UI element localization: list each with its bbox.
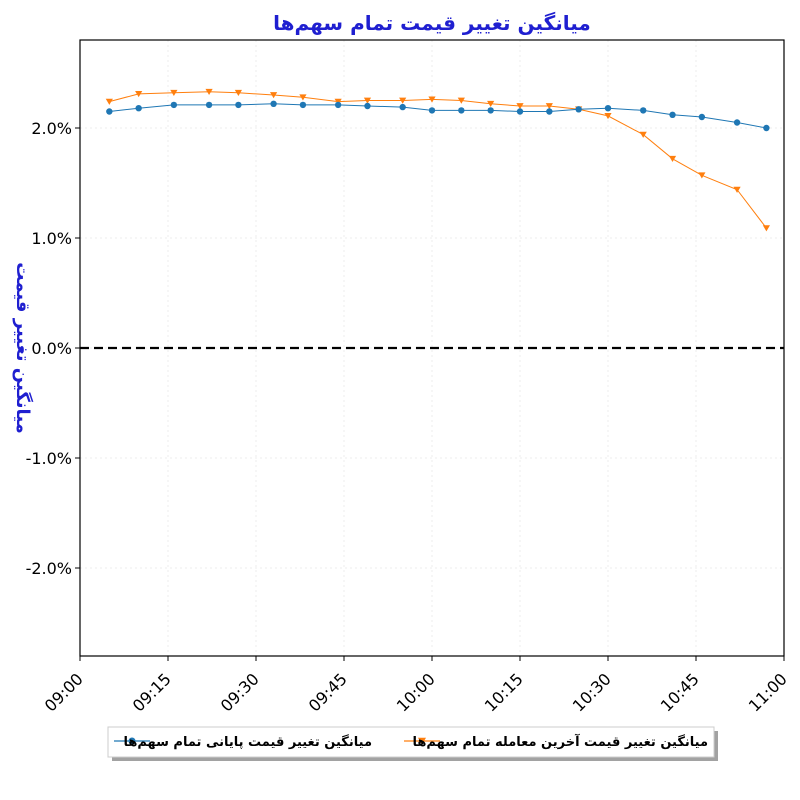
data-point	[106, 108, 113, 115]
data-point	[733, 186, 741, 193]
x-tick-label: 11:00	[745, 669, 791, 715]
data-point	[235, 101, 242, 109]
x-tick-label: 10:45	[657, 669, 703, 715]
y-axis: -2.0% -1.0% 0.0% 1.0% 2.0%	[26, 119, 80, 578]
x-tick-label: 10:00	[393, 669, 439, 715]
x-axis: 09:00 09:15 09:30 09:45 10:00 10:15 10:30 10:45…	[41, 656, 791, 715]
data-point	[487, 107, 494, 114]
data-point	[516, 103, 524, 110]
y-tick-label: -2.0%	[26, 559, 72, 578]
data-point	[457, 97, 465, 104]
data-point	[205, 101, 213, 109]
legend-label: میانگین تغییر قیمت آخرین معامله تمام سهم…	[412, 733, 708, 750]
data-point	[135, 105, 142, 112]
x-tick-label: 10:30	[569, 669, 615, 715]
series-closing-price	[106, 100, 770, 132]
legend: میانگین تغییر قیمت آخرین معامله تمام سهم…	[107, 726, 718, 761]
data-point	[763, 124, 770, 132]
data-point	[135, 91, 143, 98]
legend-label: میانگین تغییر قیمت پایانی تمام سهم‌ها	[123, 734, 372, 750]
data-point	[733, 119, 741, 126]
data-point	[668, 155, 677, 163]
y-axis-label: میانگین تغییر قیمت	[12, 262, 34, 434]
data-point	[428, 107, 436, 114]
data-point	[428, 96, 436, 103]
data-point	[698, 113, 706, 121]
x-tick-label: 09:15	[129, 669, 175, 715]
x-tick-label: 09:30	[217, 669, 263, 715]
data-point	[458, 107, 465, 114]
data-point	[105, 98, 113, 105]
data-point	[299, 101, 307, 109]
y-tick-label: -1.0%	[26, 449, 72, 468]
data-point	[170, 89, 178, 97]
data-point	[234, 89, 242, 97]
x-tick-label: 10:15	[481, 669, 527, 715]
series-line	[109, 91, 767, 229]
y-tick-label: 1.0%	[31, 229, 72, 248]
legend-marker	[418, 737, 426, 745]
x-tick-label: 09:45	[305, 669, 351, 715]
data-point	[363, 97, 372, 104]
data-point	[575, 106, 582, 113]
data-point	[299, 94, 307, 101]
data-point	[399, 97, 407, 104]
data-point	[364, 102, 371, 110]
y-tick-label: 0.0%	[31, 339, 72, 358]
data-point	[639, 131, 647, 138]
series-line	[109, 103, 767, 129]
data-point	[546, 108, 553, 115]
data-point	[205, 88, 213, 95]
data-point	[698, 172, 706, 179]
data-point	[487, 100, 495, 108]
data-point	[604, 113, 612, 120]
legend-marker	[128, 737, 136, 745]
series-group	[105, 88, 770, 232]
data-point	[545, 103, 553, 110]
y-tick-label: 2.0%	[31, 119, 72, 138]
x-tick-label: 09:00	[41, 669, 87, 715]
data-point	[399, 103, 406, 111]
data-point	[640, 107, 647, 114]
data-point	[669, 111, 676, 119]
data-point	[762, 225, 770, 232]
data-point	[516, 108, 524, 115]
data-point	[270, 100, 277, 108]
data-point	[604, 105, 612, 112]
data-point	[334, 101, 342, 109]
data-point	[170, 101, 178, 109]
data-point	[270, 92, 278, 99]
chart-title: میانگین تغییر قیمت تمام سهم‌ها	[273, 11, 591, 35]
